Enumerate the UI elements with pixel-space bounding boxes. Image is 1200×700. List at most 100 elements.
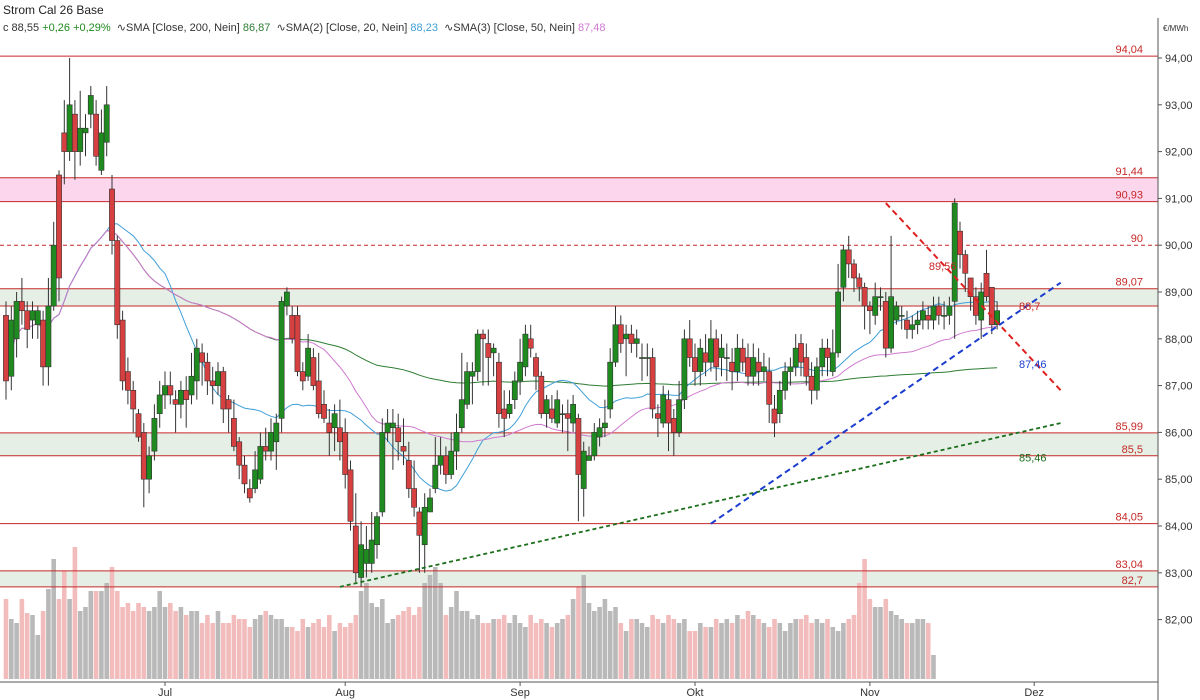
x-tick-label: Jul [158,687,172,699]
candle-body [485,343,492,358]
volume-bar [894,615,899,679]
volume-bar [374,607,380,679]
volume-bar [168,603,173,679]
candle-body [474,333,481,372]
candle-body [289,315,296,340]
volume-bar [804,615,809,679]
candle-body [193,347,200,382]
candle-body [50,244,57,307]
candle-body [352,525,359,574]
candle-body [776,389,783,414]
volume-bar [72,547,78,679]
level-label: 85,5 [1122,444,1143,456]
value-annotation: 85,46 [1019,453,1047,465]
volume-bar [3,599,9,679]
volume-bar [904,623,910,679]
close-value: c 88,55 [3,22,40,34]
volume-layer [3,547,936,679]
level-label: 83,04 [1115,559,1143,571]
volume-bar [507,623,512,679]
candle-body [3,315,9,382]
candle-body [215,371,221,386]
volume-bar [745,611,751,679]
candle-body [119,319,126,382]
volume-bar [152,607,157,679]
volume-bar [475,615,480,679]
candle-body [490,347,497,354]
volume-bar [183,615,189,679]
volume-bar [83,607,88,679]
candle-body [919,310,926,321]
volume-bar [782,631,788,679]
candle-body [925,315,932,321]
x-tick-label: Aug [335,687,355,699]
volume-bar [146,611,152,679]
y-tick-label: 90,00 [1165,240,1193,252]
volume-bar [104,583,109,679]
candle-body [172,399,179,405]
candle-body [554,399,561,424]
volume-bar [713,619,719,679]
volume-bar [77,611,83,679]
candle-body [607,361,614,410]
volume-bar [554,623,560,679]
candle-body [278,301,285,419]
axis-layer: 82,00 83,00 84,00 85,00 86,00 87,00 88,00 89,00… [0,18,1193,700]
volume-bar [35,635,41,679]
candle-body [204,361,211,382]
volume-bar [692,631,698,679]
volume-bar [221,623,226,679]
candle-body [167,385,174,396]
candle-body [707,338,714,363]
volume-bar [581,575,586,679]
volume-bar [592,611,597,679]
candle-body [273,422,280,443]
zone-band [0,177,1158,202]
candle-body [405,460,412,489]
candle-body [713,338,720,368]
sma-icon: ∿ [273,22,286,34]
change-pct: +0,29% [73,22,111,34]
volume-bar [358,591,364,679]
volume-bar [279,619,284,679]
volume-bar [570,599,576,679]
candle-body [506,404,513,414]
candle-body [18,301,25,312]
candle-body [480,333,486,340]
candle-body [813,366,820,391]
volume-bar [544,623,549,679]
candle-body [458,399,465,429]
candle-body [453,432,460,452]
candle-body [305,347,311,377]
volume-bar [300,619,306,679]
volume-bar [915,619,920,679]
candle-body [941,315,947,317]
volume-bar [793,619,798,679]
volume-bar [242,619,247,679]
level-label: 82,7 [1122,575,1143,587]
sma50-value: 87,48 [578,22,606,34]
candle-body [374,516,380,546]
volume-bar [348,623,353,679]
volume-bar [910,623,915,679]
candle-body [225,399,232,410]
candle-body [580,450,587,489]
y-tick-label: 82,00 [1165,615,1193,627]
candle-body [241,464,248,485]
candle-body [257,446,264,480]
volume-bar [878,607,883,679]
sma50-line [5,230,998,443]
volume-bar [252,619,258,679]
volume-bar [586,603,592,679]
volume-bar [40,611,46,679]
candle-body [729,361,735,372]
candle-body [77,127,84,152]
level-label: 89,07 [1115,277,1143,289]
candle-body [358,544,364,578]
volume-bar [835,631,841,679]
volume-bar [464,611,470,679]
candle-body [803,357,810,377]
y-tick-label: 84,00 [1165,521,1193,533]
volume-bar [443,615,449,679]
